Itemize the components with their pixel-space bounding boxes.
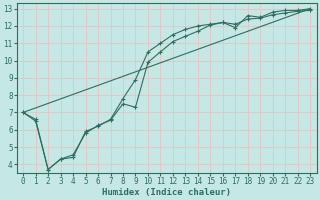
X-axis label: Humidex (Indice chaleur): Humidex (Indice chaleur) — [102, 188, 231, 197]
